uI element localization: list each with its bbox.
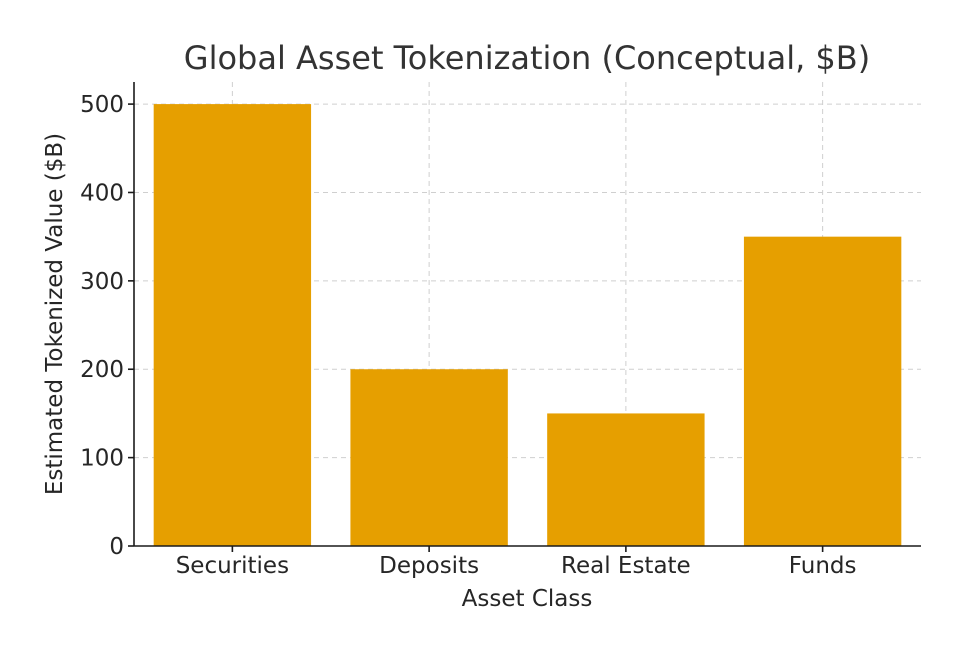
y-axis-label: Estimated Tokenized Value ($B) <box>42 133 68 495</box>
y-tick-label: 100 <box>80 446 124 472</box>
y-tick-label: 400 <box>80 180 124 206</box>
y-tick-label: 300 <box>80 269 124 295</box>
bars <box>153 104 902 546</box>
y-tick-label: 200 <box>80 357 124 383</box>
x-tick-label: Securities <box>176 553 289 579</box>
x-tick-label: Deposits <box>379 553 479 579</box>
bar <box>153 104 312 546</box>
y-tick-label: 500 <box>80 92 124 118</box>
x-tick-label: Funds <box>789 553 857 579</box>
bar <box>547 413 705 546</box>
chart-title: Global Asset Tokenization (Conceptual, $… <box>184 39 870 77</box>
bar <box>743 236 902 546</box>
x-tick-label: Real Estate <box>561 553 691 579</box>
axes <box>133 82 921 547</box>
ticks: 0 100 200 300 400 500 Securities Deposits Real E… <box>80 92 856 579</box>
y-tick-label: 0 <box>109 534 124 560</box>
bar <box>350 369 508 546</box>
x-axis-label: Asset Class <box>462 586 593 612</box>
